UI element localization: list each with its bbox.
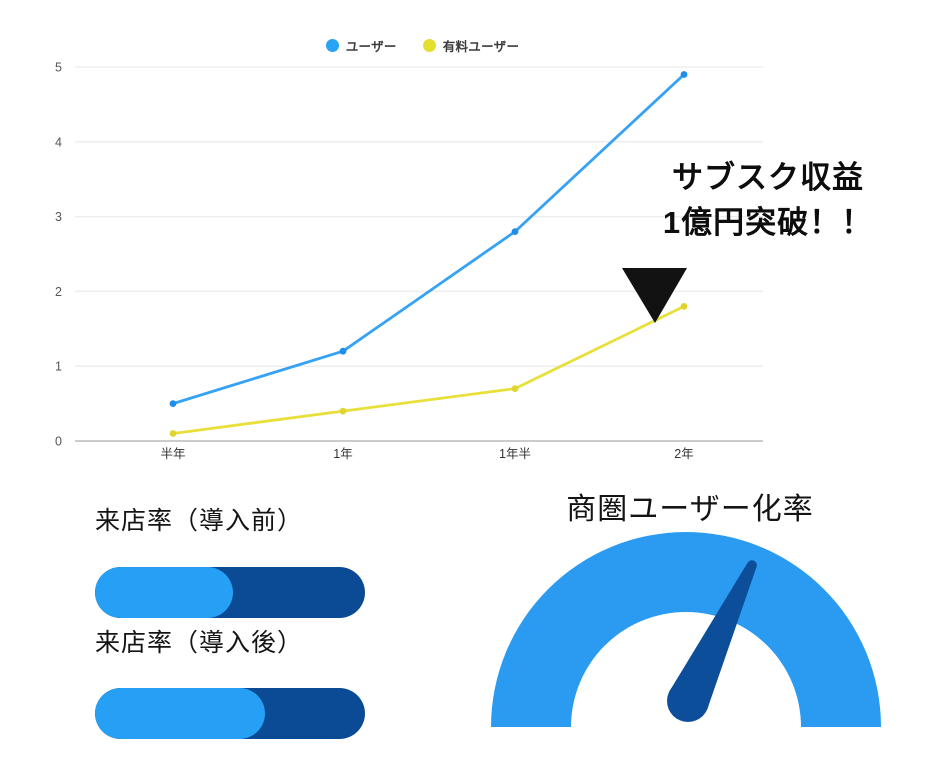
- y-tick-label: 2: [55, 285, 62, 299]
- annotation-line-2: 1億円突破！！: [662, 205, 874, 240]
- x-tick-label: 1年: [333, 447, 352, 461]
- data-point-marker: [511, 228, 519, 236]
- y-tick-label: 0: [55, 435, 62, 449]
- y-tick-label: 4: [55, 135, 62, 149]
- chart-legend: ユーザー 有料ユーザー: [0, 36, 845, 55]
- visit-rate-after-label: 来店率（導入後）: [95, 629, 304, 657]
- legend-dot-blue-icon: [325, 39, 339, 52]
- progress-fill: [95, 567, 233, 618]
- legend-dot-yellow-icon: [422, 39, 436, 52]
- x-tick-label: 2年: [674, 447, 693, 461]
- legend-item-label: ユーザー: [345, 40, 397, 54]
- y-tick-label: 1: [55, 360, 62, 374]
- annotation: サブスク収益 1億円突破！！: [648, 155, 888, 245]
- data-point-marker: [339, 347, 347, 355]
- gauge-needle: [667, 560, 757, 722]
- legend-item-users: ユーザー: [325, 36, 397, 55]
- series-line: [171, 304, 686, 435]
- visit-rate-before-label: 来店率（導入前）: [95, 507, 304, 535]
- data-point-marker: [511, 385, 519, 392]
- x-tick-label: 半年: [160, 447, 185, 461]
- gauge-title: 商圏ユーザー化率: [566, 493, 814, 526]
- progress-fill: [95, 688, 266, 739]
- x-tick-label: 1年半: [499, 447, 531, 461]
- y-tick-label: 5: [55, 61, 62, 75]
- y-tick-label: 3: [55, 210, 62, 224]
- annotation-line-1: サブスク収益: [672, 160, 864, 195]
- gridlines: [75, 66, 763, 442]
- legend-item-label: 有料ユーザー: [442, 40, 520, 54]
- data-point-marker: [339, 407, 347, 415]
- down-triangle-icon: [622, 268, 687, 323]
- series-line: [171, 73, 686, 406]
- data-point-marker: [169, 400, 177, 407]
- legend-item-paid-users: 有料ユーザー: [422, 36, 520, 55]
- progress-bar-after: [95, 688, 365, 739]
- gauge-chart: [491, 532, 881, 727]
- data-point-marker: [680, 303, 688, 310]
- gauge-arc: [491, 532, 881, 727]
- progress-bar-before: [95, 567, 365, 618]
- line-chart: 0 1 2 3 4 5 半年 1年 1年半 2年: [55, 61, 763, 461]
- data-point-marker: [169, 430, 177, 437]
- data-point-marker: [680, 71, 688, 78]
